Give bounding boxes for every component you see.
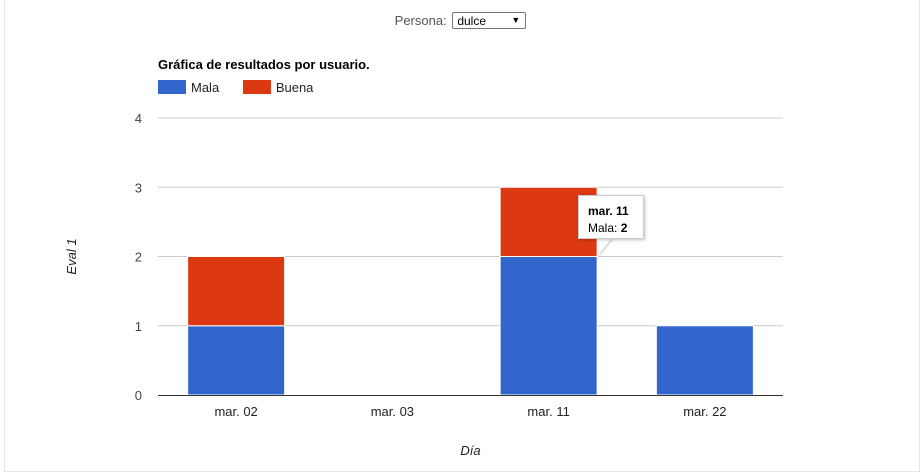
tooltip-series-label: Mala: [588,221,618,235]
legend-label-mala: Mala [191,80,220,95]
y-tick-label: 3 [135,180,142,195]
x-tick-label: mar. 22 [683,404,726,419]
legend-swatch-mala [158,80,186,94]
tooltip-body: Mala: 2 [588,220,643,237]
y-tick-label: 2 [135,250,142,265]
dropdown-arrow-icon: ▼ [511,15,521,26]
person-select[interactable]: dulce ▼ [452,12,527,30]
chart-tooltip: mar. 11 Mala: 2 [578,195,644,239]
person-filter-label: Persona: [394,13,447,29]
x-axis-ticks: mar. 02 mar. 03 mar. 11 mar. 22 [214,404,726,419]
x-axis-title: Día [460,443,480,458]
y-axis-ticks: 0 1 2 3 4 [135,111,142,403]
tooltip-pointer [598,238,612,255]
person-select-value: dulce [457,14,487,29]
y-tick-label: 4 [135,111,142,126]
bar-mala [499,256,598,396]
legend-label-buena: Buena [275,80,314,95]
tooltip-title: mar. 11 [588,204,629,218]
bar-mala [655,325,754,396]
legend-item-buena[interactable]: Buena [242,80,314,95]
chart-frame [4,0,920,472]
x-tick-label: mar. 03 [371,404,414,419]
bar-buena [187,256,286,327]
y-tick-label: 1 [135,319,142,334]
legend-swatch-buena [242,80,271,94]
y-axis-title: Eval 1 [64,238,79,274]
x-tick-label: mar. 02 [214,404,257,419]
chart-legend: Mala Buena [158,80,333,95]
tooltip-value: 2 [620,221,628,235]
y-tick-label: 0 [135,388,142,403]
x-tick-label: mar. 11 [527,404,569,419]
person-filter: Persona: dulce ▼ [0,12,921,30]
bar-group [187,186,754,396]
chart-title: Gráfica de resultados por usuario. [158,57,370,72]
bar-mala [187,325,286,396]
legend-item-mala[interactable]: Mala [158,80,219,95]
